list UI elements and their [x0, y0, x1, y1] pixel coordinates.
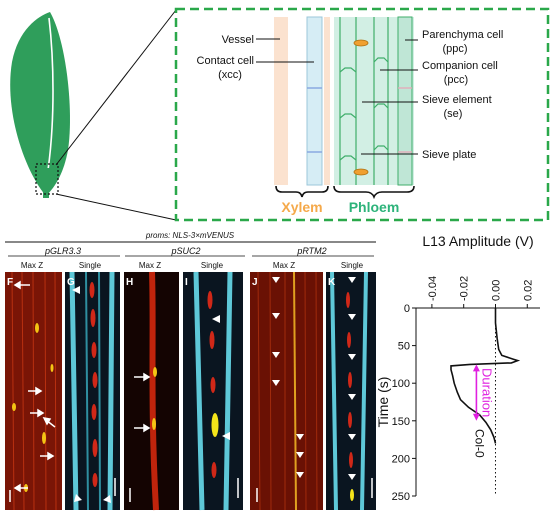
leaf-midrib	[47, 17, 54, 171]
panel-j-image	[250, 272, 323, 510]
parenchyma-cell	[397, 16, 413, 186]
panel-g-letter: G	[67, 277, 75, 288]
panel-i-nuclei	[207, 291, 217, 478]
panel-i-arrowheads	[212, 315, 230, 440]
xylem-label: Xylem	[281, 199, 322, 215]
view-label: Single	[79, 261, 102, 270]
panel-f-nuclei	[12, 323, 54, 492]
panel-j-vein	[293, 271, 297, 511]
label-companion: Companion cell	[422, 60, 498, 72]
y-axis-label: Time (s)	[375, 377, 391, 428]
sieve-elements	[339, 17, 389, 185]
duration-annotation: Duration	[472, 364, 494, 421]
y-tick-label: 100	[392, 378, 410, 390]
label-contact-cell-abbr: (xcc)	[218, 69, 242, 81]
panel-g-nuclei	[89, 282, 98, 487]
leader-lines	[256, 38, 418, 155]
panel-f-letter: F	[7, 277, 13, 288]
panel-i-yellow-nucleus	[211, 413, 219, 437]
zoom-line-bottom	[55, 193, 177, 221]
panel-k-nuclei	[346, 292, 353, 468]
panel-k-arrowheads	[348, 277, 356, 480]
label-parenchyma-abbr: (ppc)	[442, 43, 467, 55]
zoom-region-box	[35, 163, 59, 195]
label-sieve-element-abbr: (se)	[444, 108, 463, 120]
chart-axes	[415, 307, 540, 496]
panel-f-streaks	[11, 271, 57, 511]
panel-h-nuclei	[152, 367, 157, 430]
label-sieve-plate: Sieve plate	[422, 149, 476, 161]
leaf-blade	[10, 12, 70, 196]
panel-j-arrowheads	[272, 277, 304, 478]
duration-arrow-head	[472, 413, 480, 421]
label-parenchyma: Parenchyma cell	[422, 29, 503, 41]
panel-g-arrowheads	[72, 286, 111, 503]
chart-series: Col-0	[450, 308, 521, 458]
sieve-plate	[353, 39, 369, 47]
x-axis-ticks: -0.04 -0.02 0.00 0.02	[427, 276, 534, 308]
sieve-plate	[353, 168, 369, 176]
view-label: Max Z	[273, 261, 295, 270]
panel-k-yellow-nucleus	[350, 489, 354, 501]
zoom-line-top	[55, 9, 177, 166]
microscopy-panels: proms: NLS-3×mVENUS pGLR3.3 pSUC2 pRTM2 …	[5, 231, 376, 511]
y-tick-label: 200	[392, 453, 410, 465]
panel-i-letter: I	[185, 277, 188, 288]
panel-g-cell-outline	[69, 271, 115, 511]
y-tick-label: 0	[404, 303, 410, 315]
leaf-petiole	[43, 168, 49, 198]
y-tick-label: 250	[392, 491, 410, 503]
y-tick-label: 50	[398, 341, 410, 353]
duration-label: Duration	[479, 368, 494, 417]
promoter-label: pRTM2	[296, 246, 326, 256]
panel-k-letter: K	[328, 277, 336, 288]
panel-j-streaks	[257, 271, 318, 511]
panel-j-letter: J	[252, 277, 258, 288]
y-axis-ticks: 0 50 100 150 200 250	[392, 303, 416, 503]
panel-h-arrows	[134, 372, 151, 433]
xylem-strip	[324, 17, 330, 185]
xylem-vessel	[274, 17, 288, 185]
label-contact-cell: Contact cell	[197, 55, 254, 67]
series-line	[450, 308, 521, 444]
series-label: Col-0	[472, 429, 486, 458]
panel-h-vein	[149, 271, 159, 511]
phloem-brace	[333, 185, 415, 200]
panel-h-letter: H	[126, 277, 133, 288]
panel-g-cell-inner	[85, 271, 101, 511]
panel-i-cell-outline	[193, 271, 233, 511]
x-tick-label: -0.02	[459, 276, 471, 301]
x-tick-label: 0.00	[490, 280, 502, 301]
panel-k-cell-outline	[330, 271, 368, 511]
x-tick-label: -0.04	[427, 276, 439, 301]
view-label: Single	[201, 261, 224, 270]
phloem-label: Phloem	[349, 199, 400, 215]
microscopy-header: proms: NLS-3×mVENUS	[145, 231, 235, 240]
leaf-illustration	[10, 9, 177, 221]
xylem-contact-cell	[306, 16, 323, 186]
label-companion-abbr: (pcc)	[444, 74, 468, 86]
view-label: Max Z	[21, 261, 43, 270]
chart-title: L13 Amplitude (V)	[422, 233, 533, 249]
view-label: Single	[341, 261, 364, 270]
label-sieve-element: Sieve element	[422, 94, 492, 106]
view-label: Max Z	[139, 261, 161, 270]
panel-f-arrows	[13, 280, 56, 493]
amplitude-chart: L13 Amplitude (V) Time (s) -0.04 -0.02 0.0…	[375, 233, 540, 503]
xylem-brace	[275, 185, 329, 198]
vascular-schematic: Vessel Contact cell (xcc) Parenchyma cel…	[174, 7, 550, 222]
promoter-label: pGLR3.3	[44, 246, 81, 256]
duration-arrow-head	[472, 364, 480, 372]
y-tick-label: 150	[392, 416, 410, 428]
label-vessel: Vessel	[222, 34, 254, 46]
promoter-label: pSUC2	[170, 246, 200, 256]
schematic-border	[174, 7, 550, 222]
x-tick-label: 0.02	[522, 280, 534, 301]
